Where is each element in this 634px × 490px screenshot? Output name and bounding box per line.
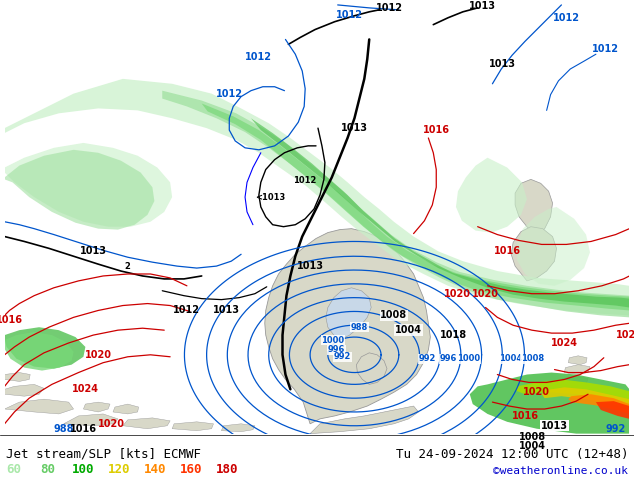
Text: 1020: 1020 [523,387,550,397]
Text: 988: 988 [351,323,368,332]
Polygon shape [113,404,139,414]
Text: Tu 24-09-2024 12:00 UTC (12+48): Tu 24-09-2024 12:00 UTC (12+48) [396,448,628,461]
Text: 1013: 1013 [341,123,368,133]
Text: 1024: 1024 [616,330,634,340]
Text: 1013: 1013 [297,261,323,271]
Text: 992: 992 [605,424,626,434]
Polygon shape [456,158,527,233]
Text: 80: 80 [40,463,55,476]
Text: 1012: 1012 [375,3,403,13]
Text: 1012: 1012 [216,89,243,98]
Text: 992: 992 [334,352,351,361]
Text: 1012: 1012 [174,305,200,316]
Polygon shape [221,424,255,432]
Polygon shape [4,327,86,368]
Polygon shape [202,103,630,311]
Text: 1004: 1004 [519,441,547,451]
Polygon shape [310,406,418,434]
Polygon shape [4,384,44,396]
Polygon shape [265,229,430,424]
Text: 120: 120 [108,463,131,476]
Polygon shape [541,387,630,409]
Polygon shape [63,414,118,426]
Text: 180: 180 [216,463,238,476]
Text: 1004: 1004 [498,354,522,363]
Polygon shape [84,402,110,412]
Polygon shape [4,143,172,227]
Text: 1020: 1020 [85,350,112,360]
Polygon shape [251,118,630,308]
Polygon shape [4,399,74,414]
Polygon shape [123,418,170,429]
Polygon shape [4,150,155,230]
Polygon shape [564,365,590,374]
Text: 1016: 1016 [423,125,450,135]
Text: ©weatheronline.co.uk: ©weatheronline.co.uk [493,466,628,476]
Polygon shape [515,379,630,404]
Text: 1012: 1012 [553,13,580,23]
Text: <1013: <1013 [256,193,286,201]
Text: 140: 140 [144,463,167,476]
Text: 2: 2 [125,262,131,270]
Text: 1008: 1008 [380,310,408,320]
Text: 1013: 1013 [213,305,240,316]
Polygon shape [562,376,588,386]
Text: 1012: 1012 [592,44,619,54]
Text: 996: 996 [328,345,346,354]
Text: 1013: 1013 [469,1,496,11]
Text: 1020: 1020 [472,289,499,299]
Text: 1016: 1016 [512,411,538,421]
Polygon shape [596,401,630,419]
Text: 1020: 1020 [444,289,472,299]
Polygon shape [515,179,553,237]
Text: 992: 992 [418,354,436,363]
Text: 1016: 1016 [0,315,23,325]
Polygon shape [4,79,630,316]
Text: 996: 996 [439,354,456,363]
Text: 988: 988 [53,424,74,434]
Text: 1018: 1018 [439,330,467,340]
Text: 100: 100 [72,463,94,476]
Polygon shape [511,227,557,281]
Text: 1012: 1012 [336,10,363,20]
Polygon shape [162,91,630,318]
Polygon shape [4,332,74,370]
Text: 1012: 1012 [294,176,317,185]
Text: 1016: 1016 [494,246,521,256]
Text: 60: 60 [6,463,21,476]
Text: 1013: 1013 [541,421,568,431]
Polygon shape [172,422,214,431]
Text: 1004: 1004 [395,325,422,335]
Text: 1013: 1013 [489,59,516,69]
Text: 1020: 1020 [98,419,124,429]
Text: Jet stream/SLP [kts] ECMWF: Jet stream/SLP [kts] ECMWF [6,448,201,461]
Text: 1016: 1016 [70,424,97,434]
Text: 160: 160 [180,463,202,476]
Text: 1008: 1008 [519,432,547,441]
Text: 1024: 1024 [72,384,99,394]
Polygon shape [356,353,387,384]
Polygon shape [568,394,630,414]
Text: 1013: 1013 [541,421,568,431]
Polygon shape [4,372,30,381]
Polygon shape [568,356,587,365]
Polygon shape [326,288,371,340]
Text: 1024: 1024 [551,338,578,348]
Text: 1008: 1008 [521,354,544,363]
Polygon shape [517,207,590,286]
Text: 1000: 1000 [457,354,481,363]
Text: 1012: 1012 [245,52,273,62]
Text: 1000: 1000 [321,336,344,344]
Text: 1013: 1013 [80,246,107,256]
Polygon shape [470,372,630,434]
